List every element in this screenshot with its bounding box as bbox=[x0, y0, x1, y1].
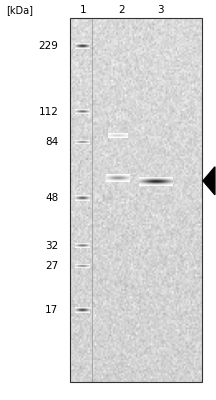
Text: 112: 112 bbox=[38, 107, 58, 117]
Text: 27: 27 bbox=[45, 261, 58, 271]
Bar bbox=[70, 18, 202, 382]
Text: [kDa]: [kDa] bbox=[6, 5, 33, 15]
Polygon shape bbox=[203, 167, 215, 195]
Text: 48: 48 bbox=[45, 193, 58, 203]
Text: 17: 17 bbox=[45, 305, 58, 315]
Text: 229: 229 bbox=[38, 41, 58, 51]
Text: 3: 3 bbox=[158, 5, 164, 15]
Text: 1: 1 bbox=[80, 5, 86, 15]
Text: 32: 32 bbox=[45, 241, 58, 251]
Text: 84: 84 bbox=[45, 137, 58, 147]
Text: 2: 2 bbox=[119, 5, 125, 15]
